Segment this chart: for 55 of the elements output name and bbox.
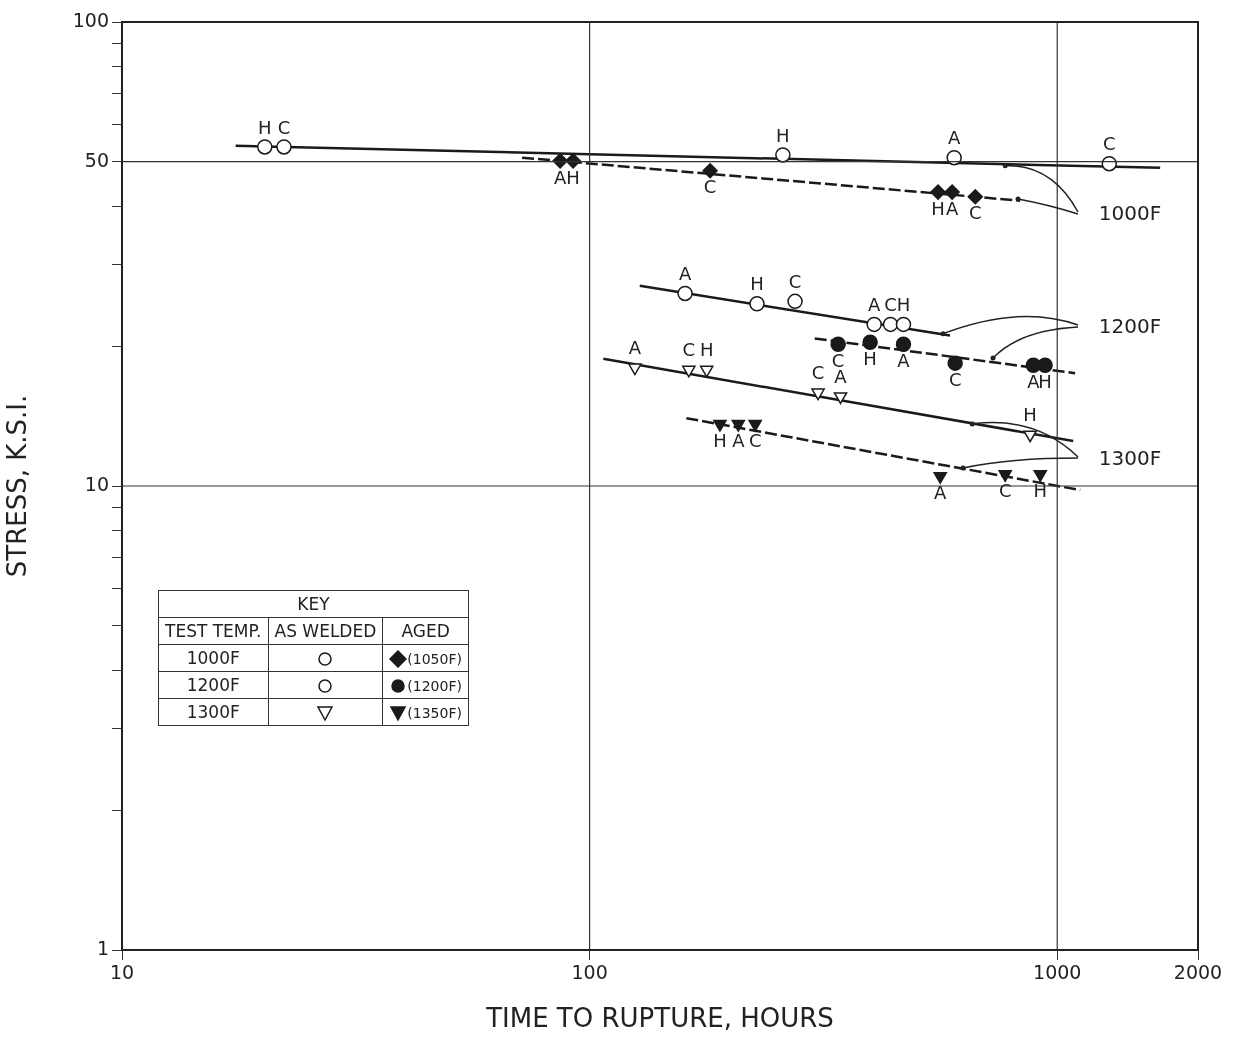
data-label: A (868, 294, 882, 316)
data-label: C (948, 368, 962, 390)
x-tick-label: 1000 (1033, 961, 1082, 984)
legend-label: (1200F) (407, 678, 462, 694)
data-label: C (969, 202, 982, 224)
legend-title: KEY (158, 590, 469, 618)
annotation: 1000F (1098, 201, 1162, 226)
data-label: H (863, 348, 877, 369)
data-label: H (1023, 404, 1037, 426)
data-label: A (678, 263, 692, 285)
data-label: C (703, 176, 717, 198)
data-label: C (998, 479, 1012, 501)
y-axis-title: STRESS, K.S.I. (2, 394, 33, 578)
data-label: H (258, 116, 272, 138)
data-label: C (788, 271, 802, 293)
legend-label: (1350F) (407, 705, 462, 721)
y-tick-label: 10 (84, 472, 109, 495)
data-label: C (748, 429, 762, 451)
data-label: H (931, 197, 945, 219)
data-label: C (811, 362, 825, 384)
data-label: A (934, 481, 948, 503)
data-label: A (732, 429, 746, 451)
x-tick-label: 10 (109, 961, 135, 984)
data-label: C (682, 339, 696, 361)
data-label: H (699, 339, 714, 361)
data-label: A (897, 349, 911, 371)
data-label: H (776, 124, 790, 146)
x-axis-title: TIME TO RUPTURE, HOURS (485, 1003, 834, 1034)
data-label: H (896, 294, 911, 316)
data-label: H (1033, 479, 1048, 501)
annotation: AGED (382, 617, 469, 645)
data-label: H (750, 273, 764, 295)
annotation: 1200F (1098, 314, 1162, 339)
x-tick-label: 100 (571, 961, 608, 984)
annotation: TEST TEMP. (158, 617, 269, 645)
data-label: A (948, 127, 961, 149)
y-tick-label: 1 (96, 936, 109, 959)
data-label: H (566, 166, 580, 188)
data-label: H (713, 429, 727, 451)
data-label: A (554, 166, 567, 188)
data-label: A (945, 197, 959, 219)
data-label: A (1027, 371, 1041, 392)
annotation: 1300F (158, 698, 269, 726)
annotation: 1200F (158, 671, 269, 699)
annotation: 1300F (1098, 446, 1162, 471)
data-label: A (628, 337, 642, 359)
y-tick-label: 100 (72, 8, 109, 31)
data-label: C (277, 116, 291, 138)
y-tick-label: 50 (84, 148, 109, 171)
legend-label: (1050F) (407, 651, 462, 667)
annotation: AS WELDED (268, 617, 383, 645)
data-label: C (884, 294, 897, 316)
data-label: C (1102, 133, 1116, 155)
annotation: 1000F (158, 644, 269, 672)
x-tick-label: 2000 (1173, 961, 1223, 984)
